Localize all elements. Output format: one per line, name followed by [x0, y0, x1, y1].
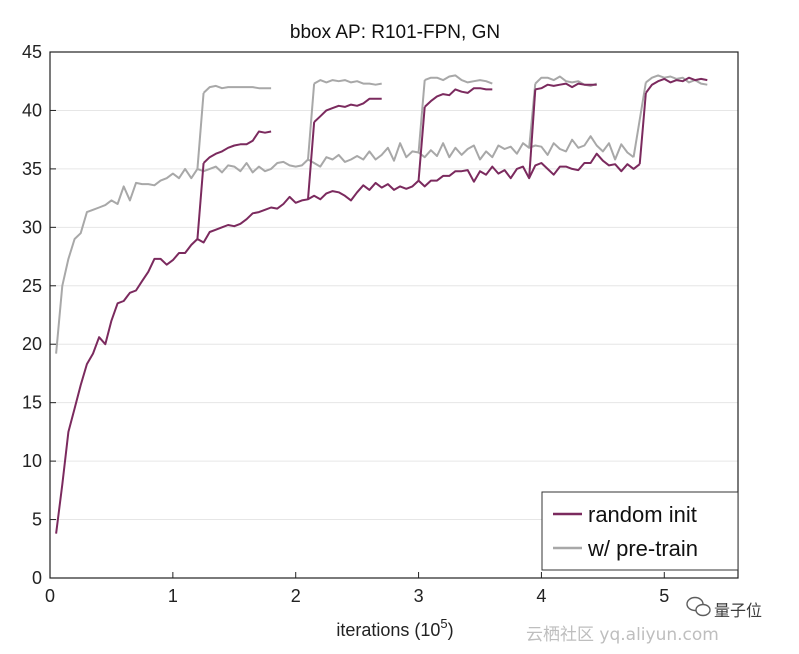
series-jump-pre-train-1: [307, 83, 316, 160]
x-tick-label: 5: [659, 586, 669, 606]
series-line-pre-train-0: [55, 135, 635, 354]
series-line-random-init-1: [202, 130, 272, 164]
x-axis-label-prefix: iterations (10: [336, 620, 440, 640]
y-tick-label: 20: [22, 334, 42, 354]
legend-label-random-init: random init: [588, 502, 697, 527]
legend: random init w/ pre-train: [541, 491, 739, 571]
y-tick-label: 10: [22, 451, 42, 471]
series-jump-random-init-3: [528, 89, 537, 179]
series-jump-pre-train-2: [417, 79, 426, 153]
x-axis-label-exponent: 5: [440, 616, 447, 631]
y-tick-label: 30: [22, 217, 42, 237]
y-tick-label: 25: [22, 276, 42, 296]
series-line-random-init-2: [313, 97, 382, 123]
plot-frame: [49, 51, 739, 579]
x-axis-label: iterations (105): [336, 616, 453, 640]
y-tick-label: 0: [32, 568, 42, 588]
series-line-random-init-3: [424, 87, 493, 108]
series-jump-pre-train-0: [196, 92, 205, 169]
series-line-random-init-5: [645, 76, 708, 94]
y-tick-label: 40: [22, 100, 42, 120]
series-jump-random-init-4: [638, 92, 647, 165]
series-jump-pre-train-4: [632, 82, 647, 158]
series-jump-random-init-0: [196, 162, 205, 240]
series-pre-train: [55, 74, 708, 354]
series-line-pre-train-1: [202, 84, 272, 94]
series-random-init: [55, 76, 708, 534]
watermark: 量子位 云栖社区 yq.aliyun.com: [526, 596, 762, 645]
watermark-url: 云栖社区 yq.aliyun.com: [526, 625, 719, 645]
y-tick-label: 5: [32, 510, 42, 530]
watermark-brand: 量子位: [714, 601, 762, 620]
x-tick-label: 1: [168, 586, 178, 606]
series-line-random-init-4: [535, 82, 597, 91]
series-line-random-init-0: [55, 152, 641, 534]
series-line-pre-train-3: [424, 74, 493, 85]
series-jump-random-init-2: [417, 106, 426, 181]
chart-title: bbox AP: R101-FPN, GN: [290, 22, 500, 43]
series-line-pre-train-5: [645, 74, 708, 86]
x-axis-label-suffix: ): [448, 620, 454, 640]
x-tick-label: 4: [536, 586, 546, 606]
y-tick-label: 35: [22, 159, 42, 179]
y-tick-label: 15: [22, 393, 42, 413]
x-tick-label: 3: [414, 586, 424, 606]
series-jump-random-init-1: [307, 122, 316, 200]
series-line-pre-train-2: [313, 79, 382, 86]
y-tick-label: 45: [22, 42, 42, 62]
legend-box: [541, 491, 739, 571]
wechat-logo-icon: [686, 596, 711, 617]
x-tick-label: 0: [45, 586, 55, 606]
x-tick-label: 2: [291, 586, 301, 606]
series-layer: [55, 74, 708, 534]
legend-label-pre-train: w/ pre-train: [587, 536, 698, 561]
